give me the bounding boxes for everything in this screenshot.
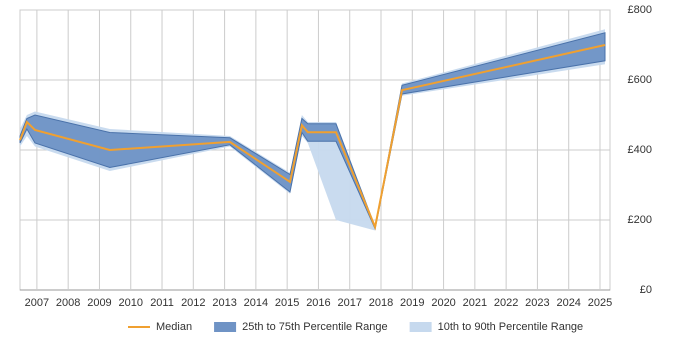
x-tick-label: 2011 bbox=[150, 297, 174, 309]
x-tick-label: 2024 bbox=[556, 297, 580, 309]
x-tick-label: 2022 bbox=[494, 297, 518, 309]
x-tick-label: 2019 bbox=[400, 297, 424, 309]
median-line bbox=[19, 44, 606, 231]
legend-label: Median bbox=[156, 321, 192, 333]
x-tick-label: 2016 bbox=[306, 297, 330, 309]
y-tick-label: £0 bbox=[640, 284, 652, 296]
legend-label: 25th to 75th Percentile Range bbox=[242, 321, 388, 333]
x-tick-label: 2010 bbox=[119, 297, 143, 309]
y-tick-label: £800 bbox=[628, 4, 652, 16]
x-tick-label: 2018 bbox=[369, 297, 393, 309]
x-tick-label: 2020 bbox=[431, 297, 455, 309]
y-tick-label: £400 bbox=[628, 144, 652, 156]
y-tick-label: £600 bbox=[628, 74, 652, 86]
x-tick-label: 2009 bbox=[87, 297, 111, 309]
legend-swatch bbox=[409, 322, 432, 332]
legend-swatch bbox=[214, 322, 237, 332]
x-tick-label: 2013 bbox=[212, 297, 236, 309]
x-tick-label: 2017 bbox=[337, 297, 361, 309]
x-tick-label: 2007 bbox=[25, 297, 49, 309]
x-tick-label: 2012 bbox=[181, 297, 205, 309]
x-tick-label: 2025 bbox=[588, 297, 612, 309]
legend-label: 10th to 90th Percentile Range bbox=[438, 321, 584, 333]
x-tick-label: 2015 bbox=[275, 297, 299, 309]
x-tick-label: 2023 bbox=[525, 297, 549, 309]
x-tick-label: 2014 bbox=[244, 297, 268, 309]
y-tick-label: £200 bbox=[628, 214, 652, 226]
percentile-band bbox=[19, 32, 606, 231]
x-tick-label: 2021 bbox=[463, 297, 487, 309]
x-tick-label: 2008 bbox=[56, 297, 80, 309]
